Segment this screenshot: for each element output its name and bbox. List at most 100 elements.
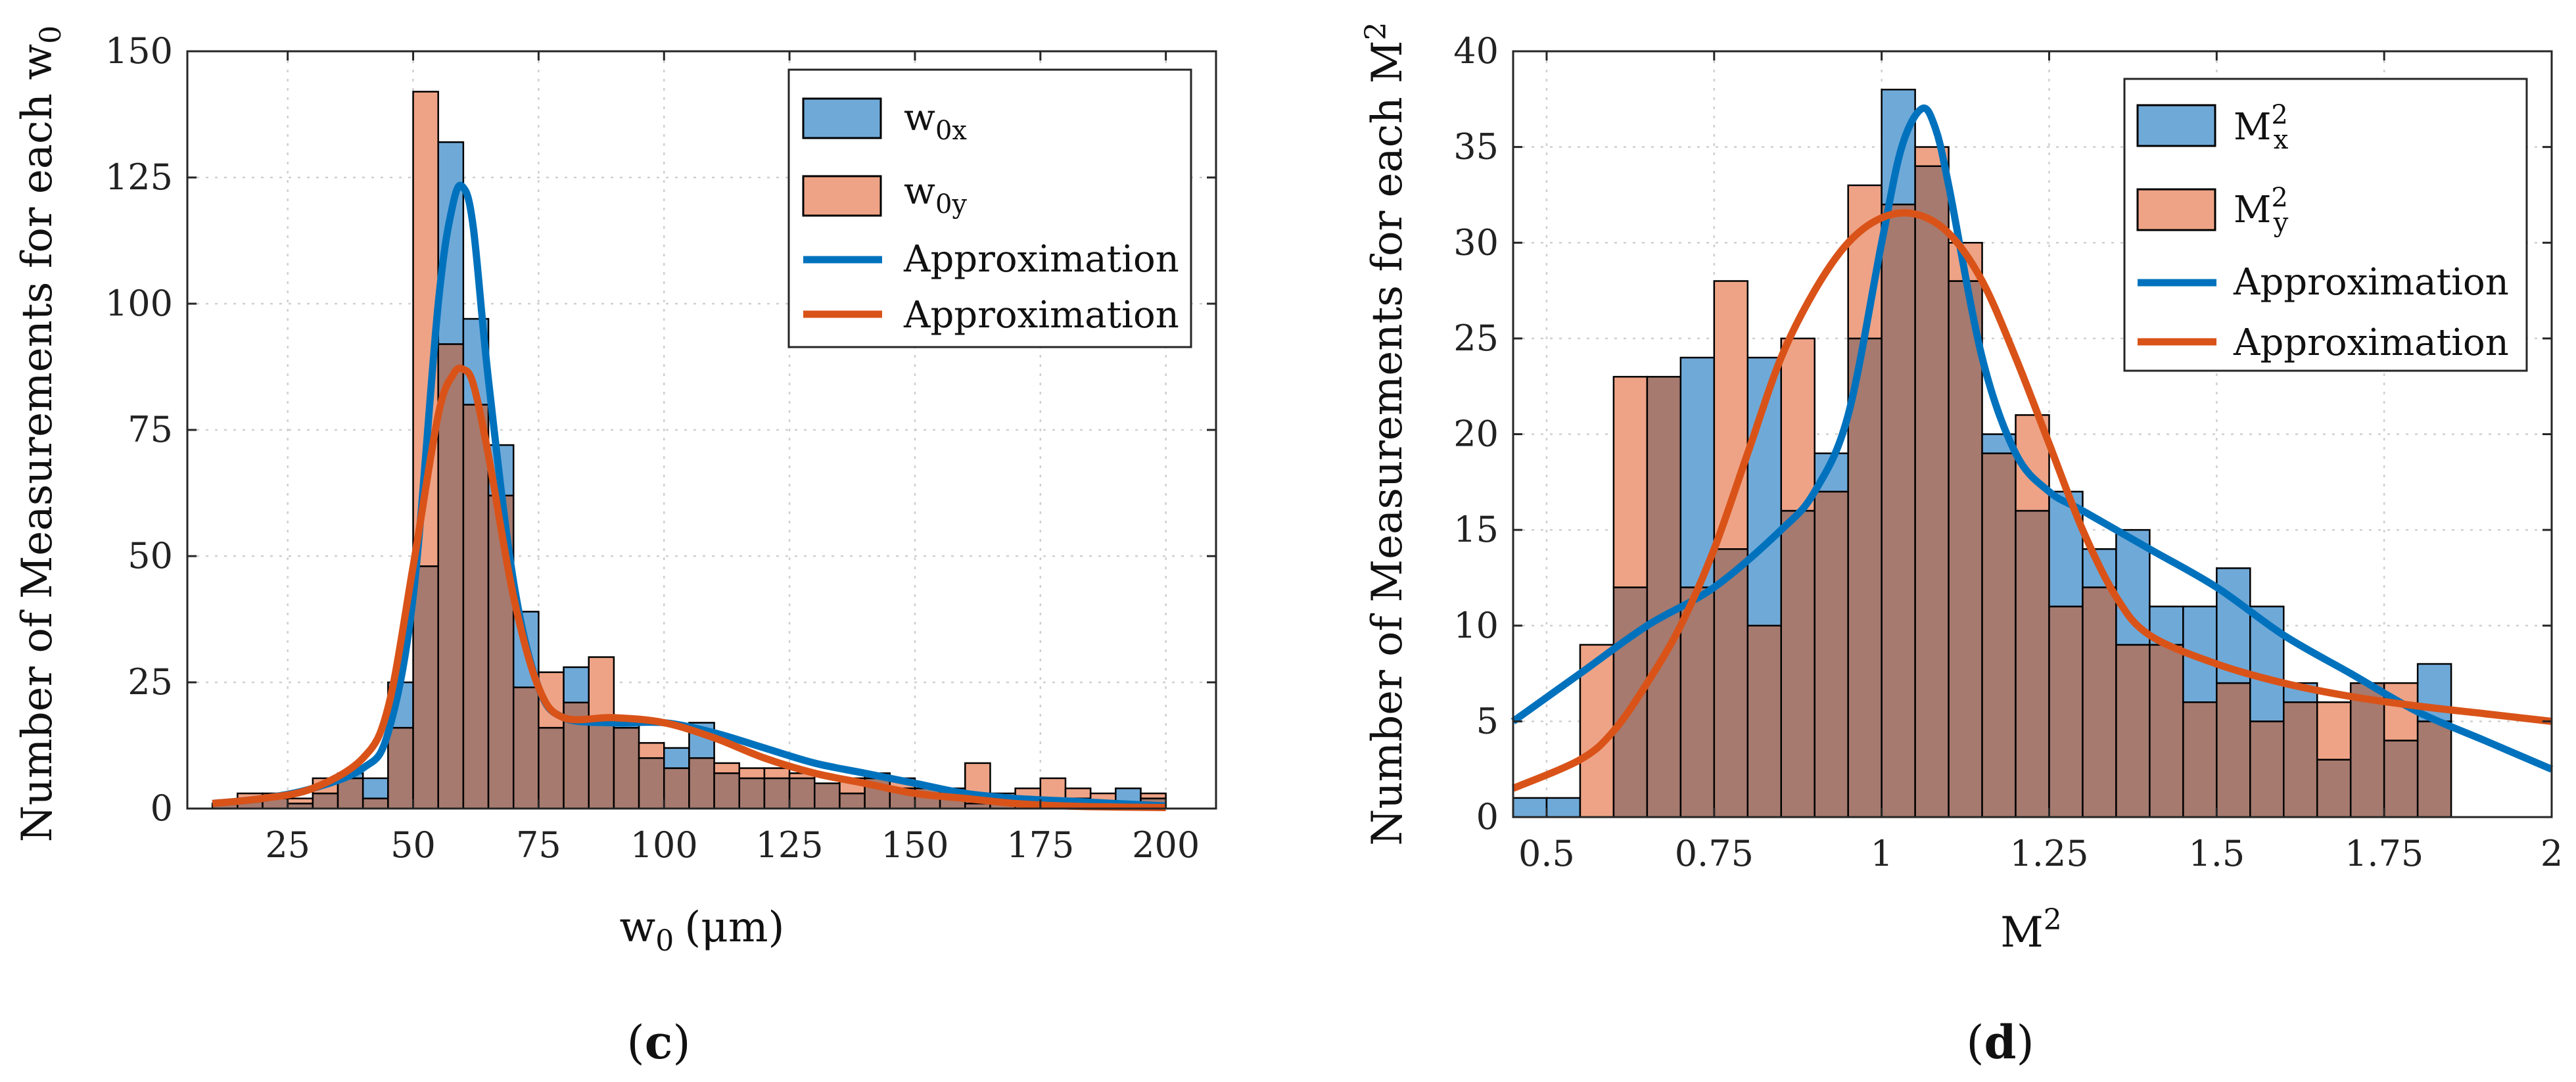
bar-c-overlap-19 bbox=[688, 757, 715, 810]
bar-c-blue-18 bbox=[663, 747, 690, 769]
bar-d-blue-1 bbox=[1545, 797, 1581, 818]
legend-d-swatch-mx2 bbox=[2136, 104, 2216, 147]
ylabel-c-main: Number of Measurements for each w bbox=[13, 44, 62, 842]
bar-c-overlap-10 bbox=[462, 404, 490, 810]
bar-c-overlap-24 bbox=[814, 782, 841, 810]
legend-d-label-mx2: M2 x bbox=[2234, 100, 2289, 155]
xtick-label-c-4: 125 bbox=[756, 824, 824, 866]
legend-c-entry-approx-orange: Approximation bbox=[803, 294, 1179, 337]
ytick-label-c-0: 0 bbox=[151, 788, 173, 829]
xtick-label-c-5: 150 bbox=[881, 824, 948, 866]
legend-d-label-my2-sub: y bbox=[2273, 208, 2289, 238]
bar-c-overlap-12 bbox=[512, 686, 540, 810]
xlabel-c-main: w bbox=[620, 903, 656, 952]
bar-d-overlap-9 bbox=[1814, 490, 1849, 818]
xtick-label-d-5: 1.75 bbox=[2345, 833, 2424, 874]
bar-d-overlap-24 bbox=[2316, 759, 2352, 818]
approx-line-d-orange bbox=[1511, 209, 2552, 792]
legend-d-label-mx2-main: M bbox=[2234, 106, 2271, 149]
bar-c-overlap-4 bbox=[312, 792, 339, 810]
bar-d-overlap-21 bbox=[2216, 682, 2251, 818]
ytick-label-c-5: 125 bbox=[105, 156, 173, 198]
bar-c-orange-33 bbox=[1039, 777, 1067, 799]
xtick-label-d-3: 1.25 bbox=[2009, 833, 2088, 874]
legend-c-label-w0y: w0y bbox=[904, 170, 967, 220]
xtick-label-d-0: 0.5 bbox=[1518, 833, 1575, 874]
xtick-label-c-1: 50 bbox=[390, 824, 436, 866]
bar-c-overlap-15 bbox=[588, 717, 615, 810]
legend-c-label-w0x-main: w bbox=[904, 97, 935, 139]
panel-c-histogram: 25 50 75 100 125 150 175 200 0 25 50 75 100 125 150 Nu… bbox=[13, 26, 1217, 1070]
xlabel-d-main: M bbox=[2000, 908, 2044, 957]
approx-line-c-orange bbox=[212, 364, 1166, 811]
bar-c-orange-17 bbox=[638, 741, 665, 759]
bar-d-overlap-10 bbox=[1847, 337, 1883, 818]
ytick-label-d-7: 35 bbox=[1453, 126, 1499, 168]
ytick-label-d-5: 25 bbox=[1453, 318, 1499, 359]
bar-c-overlap-25 bbox=[839, 792, 866, 810]
bar-d-orange-3 bbox=[1612, 375, 1649, 588]
bar-d-orange-24 bbox=[2316, 701, 2352, 761]
xlabel-c-unit: (μm) bbox=[684, 903, 784, 952]
legend-d-label-my2: M2 y bbox=[2234, 183, 2289, 238]
legend-d-swatch-my2 bbox=[2136, 188, 2216, 231]
bar-d-overlap-7 bbox=[1746, 624, 1782, 818]
lines-c bbox=[212, 181, 1166, 811]
bar-d-overlap-11 bbox=[1881, 203, 1916, 818]
panel-label-d-close: ) bbox=[2016, 1016, 2034, 1070]
bar-d-orange-8 bbox=[1780, 337, 1815, 512]
bar-c-orange-15 bbox=[588, 656, 615, 719]
xtick-label-d-2: 1 bbox=[1870, 833, 1892, 874]
bar-c-overlap-18 bbox=[663, 767, 690, 810]
bar-d-blue-0 bbox=[1512, 797, 1548, 818]
ytick-label-c-2: 50 bbox=[128, 535, 173, 576]
xlabel-d-sup: 2 bbox=[2044, 903, 2062, 937]
bar-d-overlap-20 bbox=[2182, 701, 2218, 818]
bar-d-overlap-17 bbox=[2082, 586, 2117, 818]
panel-label-c-letter: c bbox=[645, 1015, 673, 1070]
ytick-label-c-4: 100 bbox=[105, 283, 173, 324]
xtick-label-c-2: 75 bbox=[516, 824, 561, 866]
bar-d-overlap-23 bbox=[2283, 701, 2318, 818]
legend-d-entry-my2: M2 y bbox=[2136, 183, 2289, 238]
legend-d-entry-approx-blue: Approximation bbox=[2138, 261, 2509, 304]
legend-c-swatch-w0y bbox=[802, 175, 882, 217]
xtick-label-c-6: 175 bbox=[1006, 824, 1074, 866]
bar-c-overlap-21 bbox=[738, 777, 766, 810]
panel-label-c-close: ) bbox=[672, 1016, 690, 1070]
bar-c-overlap-22 bbox=[763, 777, 791, 810]
panel-label-c: (c) bbox=[626, 1015, 690, 1070]
bar-c-blue-6 bbox=[362, 777, 389, 799]
legend-c-label-approx-orange: Approximation bbox=[903, 294, 1179, 337]
bar-d-overlap-27 bbox=[2416, 720, 2452, 818]
legend-c-entry-w0x: w0x bbox=[802, 97, 967, 146]
bar-d-overlap-22 bbox=[2249, 720, 2285, 818]
bar-c-orange-34 bbox=[1064, 788, 1092, 799]
legend-c-label-w0y-sub: 0y bbox=[935, 189, 967, 220]
legend-d-entry-mx2: M2 x bbox=[2136, 100, 2289, 155]
ytick-label-d-0: 0 bbox=[1476, 796, 1499, 837]
legend-d: M2 x M2 y Approximation Approximation bbox=[2123, 78, 2528, 372]
ytick-label-c-1: 25 bbox=[128, 661, 173, 703]
xtick-label-c-0: 25 bbox=[265, 824, 310, 866]
bar-d-overlap-12 bbox=[1914, 165, 1950, 818]
xtick-label-c-7: 200 bbox=[1132, 824, 1200, 866]
bar-d-overlap-15 bbox=[2015, 509, 2050, 818]
xlabel-c-sub: 0 bbox=[655, 924, 674, 958]
bar-d-overlap-16 bbox=[2048, 605, 2084, 818]
approx-line-d-blue bbox=[1510, 105, 2554, 773]
bar-c-overlap-8 bbox=[412, 565, 439, 810]
bar-d-overlap-26 bbox=[2383, 740, 2419, 818]
bar-d-overlap-5 bbox=[1679, 586, 1716, 818]
legend-c-entry-approx-blue: Approximation bbox=[803, 238, 1179, 281]
bar-c-overlap-23 bbox=[788, 777, 816, 810]
ticks-c: 25 50 75 100 125 150 175 200 0 25 50 75 100 125 150 bbox=[105, 30, 1216, 866]
ylabel-d-sup: 2 bbox=[1359, 22, 1393, 40]
bar-c-orange-3 bbox=[287, 797, 314, 805]
ytick-label-d-4: 20 bbox=[1453, 413, 1499, 455]
ytick-label-d-2: 10 bbox=[1453, 605, 1499, 646]
panel-label-c-open: ( bbox=[626, 1016, 644, 1070]
